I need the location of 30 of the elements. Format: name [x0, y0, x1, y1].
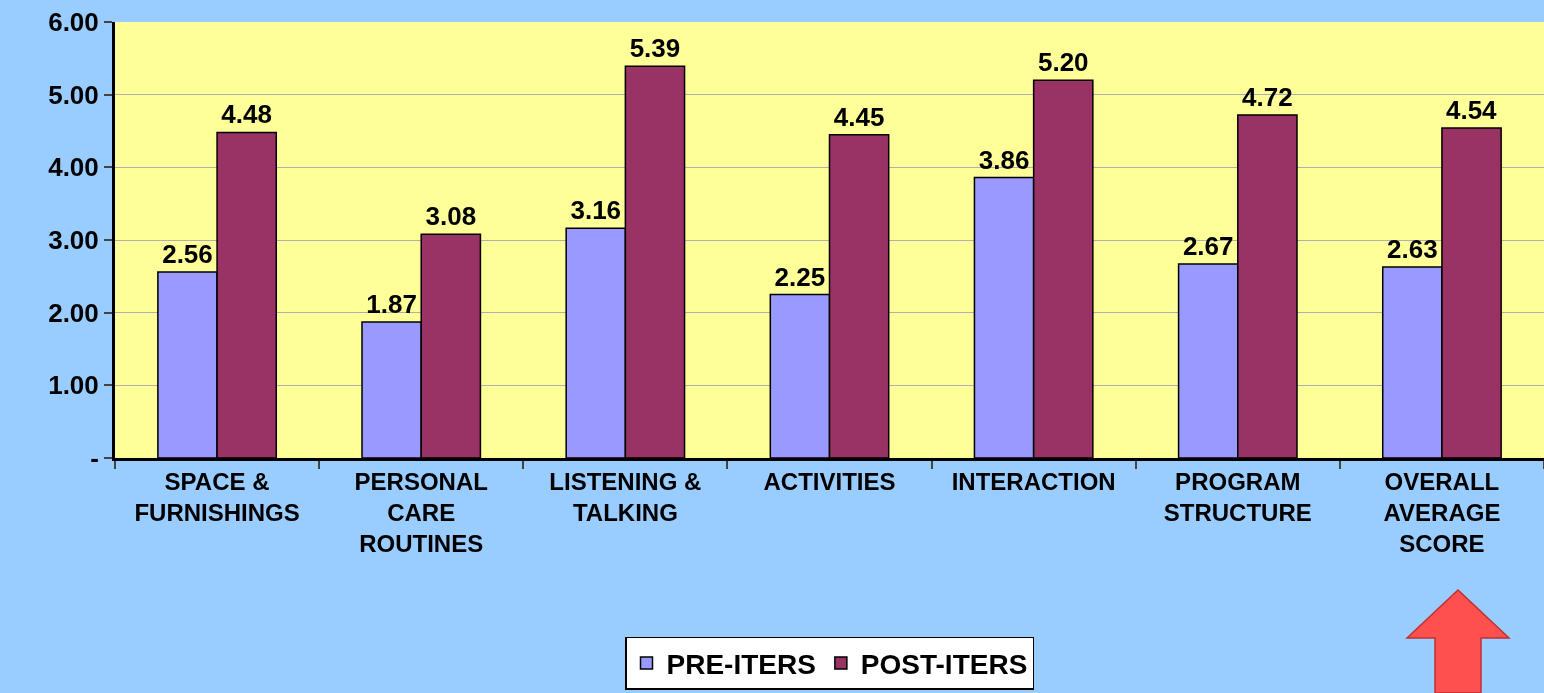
data-label: 3.86 [978, 144, 1030, 175]
x-tick-label: ACTIVITIES [763, 467, 896, 495]
data-label: 4.45 [833, 101, 885, 132]
data-label: 2.25 [774, 261, 826, 292]
data-label: 5.20 [1037, 47, 1089, 78]
y-tick-label: 1.00 [48, 370, 99, 401]
legend-label: POST-ITERS [860, 648, 1028, 680]
data-label: 1.87 [366, 289, 417, 320]
x-tick-label: INTERACTION [951, 467, 1116, 495]
data-label: 3.16 [570, 195, 622, 226]
legend-label: PRE-ITERS [666, 648, 816, 680]
data-label: 4.54 [1445, 95, 1498, 126]
y-tick-label: 4.00 [48, 152, 99, 183]
data-label: 2.56 [162, 238, 213, 269]
x-tick-label: LISTENING & TALKING [549, 467, 702, 526]
data-label: 4.48 [221, 99, 272, 130]
x-tick-label: SPACE & FURNISHINGS [134, 467, 300, 526]
data-label: 4.72 [1242, 82, 1293, 113]
y-tick-label: 2.00 [48, 297, 99, 328]
data-label: 2.63 [1387, 233, 1438, 264]
y-tick-label: - [90, 443, 99, 474]
data-label: 2.67 [1182, 230, 1234, 261]
x-tick-label: PERSONAL CARE ROUTINES [354, 467, 488, 558]
x-tick-label: OVERALL AVERAGE SCORE [1383, 467, 1501, 558]
y-tick-label: 5.00 [48, 79, 99, 110]
data-label: 3.08 [425, 201, 477, 232]
data-label: 5.39 [629, 33, 681, 64]
x-tick-label: PROGRAM STRUCTURE [1163, 467, 1312, 526]
y-tick-label: 3.00 [48, 225, 99, 256]
y-tick-label: 6.00 [48, 7, 99, 38]
